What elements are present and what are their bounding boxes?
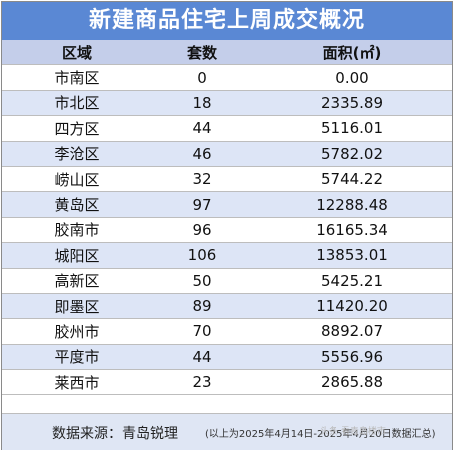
- cell-region: 莱西市: [2, 369, 152, 396]
- cell-units: 44: [152, 115, 252, 142]
- cell-units: 23: [152, 369, 252, 396]
- cell-area: 13853.01: [252, 242, 452, 269]
- cell-units: 106: [152, 242, 252, 269]
- cell-units: 18: [152, 90, 252, 117]
- footer: 数据来源：青岛锐理 (以上为2025年4月14日-2025年4月20日数据汇总)…: [2, 413, 452, 450]
- table-row: 即墨区 89 11420.20: [2, 293, 452, 320]
- table-row: 莱西市 23 2865.88: [2, 369, 452, 396]
- header-region: 区域: [2, 40, 152, 66]
- table-row: 城阳区 106 13853.01: [2, 242, 452, 269]
- header-units: 套数: [152, 40, 252, 66]
- watermark: 头条 看青岛楼市: [320, 427, 386, 437]
- cell-region: 胶南市: [2, 217, 152, 244]
- table-row: 市北区 18 2335.89: [2, 90, 452, 117]
- cell-area: 5116.01: [252, 115, 452, 142]
- cell-units: 97: [152, 191, 252, 218]
- table-row: 市南区 0 0.00: [2, 64, 452, 91]
- cell-area: 5744.22: [252, 166, 452, 193]
- table-row: 胶州市 70 8892.07: [2, 318, 452, 345]
- table-row: 平度市 44 5556.96: [2, 344, 452, 371]
- cell-units: 46: [152, 141, 252, 167]
- table-row: 崂山区 32 5744.22: [2, 166, 452, 193]
- cell-area: 5556.96: [252, 344, 452, 371]
- cell-units: 0: [152, 64, 252, 91]
- data-source: 数据来源：青岛锐理: [52, 426, 178, 442]
- cell-units: 96: [152, 217, 252, 244]
- cell-area: 5782.02: [252, 141, 452, 167]
- cell-area: 5425.21: [252, 268, 452, 294]
- cell-region: 即墨区: [2, 293, 152, 320]
- table-row: 四方区 44 5116.01: [2, 115, 452, 142]
- cell-area: 16165.34: [252, 217, 452, 244]
- cell-region: 胶州市: [2, 318, 152, 345]
- cell-region: 城阳区: [2, 242, 152, 269]
- cell-region: 高新区: [2, 268, 152, 294]
- table-row: 胶南市 96 16165.34: [2, 217, 452, 244]
- transactions-table: 区域 套数 面积(㎡) 市南区 0 0.00 市北区 18 2335.89 四方区 44 511…: [2, 40, 452, 396]
- table-row: 高新区 50 5425.21: [2, 268, 452, 294]
- cell-units: 50: [152, 268, 252, 294]
- cell-region: 平度市: [2, 344, 152, 371]
- cell-region: 崂山区: [2, 166, 152, 193]
- cell-units: 89: [152, 293, 252, 320]
- cell-area: 2335.89: [252, 90, 452, 117]
- report-title: 新建商品住宅上周成交概况: [2, 2, 452, 40]
- header-area: 面积(㎡): [252, 40, 452, 66]
- cell-area: 8892.07: [252, 318, 452, 345]
- cell-region: 黄岛区: [2, 191, 152, 218]
- cell-area: 11420.20: [252, 293, 452, 320]
- table-row: 李沧区 46 5782.02: [2, 141, 452, 167]
- table-body: 市南区 0 0.00 市北区 18 2335.89 四方区 44 5116.01 李沧区 46 578…: [2, 64, 452, 396]
- cell-units: 32: [152, 166, 252, 193]
- table-header-row: 区域 套数 面积(㎡): [2, 40, 452, 66]
- table-row: 黄岛区 97 12288.48: [2, 191, 452, 218]
- cell-region: 市北区: [2, 90, 152, 117]
- cell-region: 市南区: [2, 64, 152, 91]
- date-range-note: (以上为2025年4月14日-2025年4月20日数据汇总): [205, 429, 436, 440]
- cell-area: 12288.48: [252, 191, 452, 218]
- cell-area: 2865.88: [252, 369, 452, 396]
- cell-units: 44: [152, 344, 252, 371]
- cell-units: 70: [152, 318, 252, 345]
- cell-area: 0.00: [252, 64, 452, 91]
- cell-region: 李沧区: [2, 141, 152, 167]
- cell-region: 四方区: [2, 115, 152, 142]
